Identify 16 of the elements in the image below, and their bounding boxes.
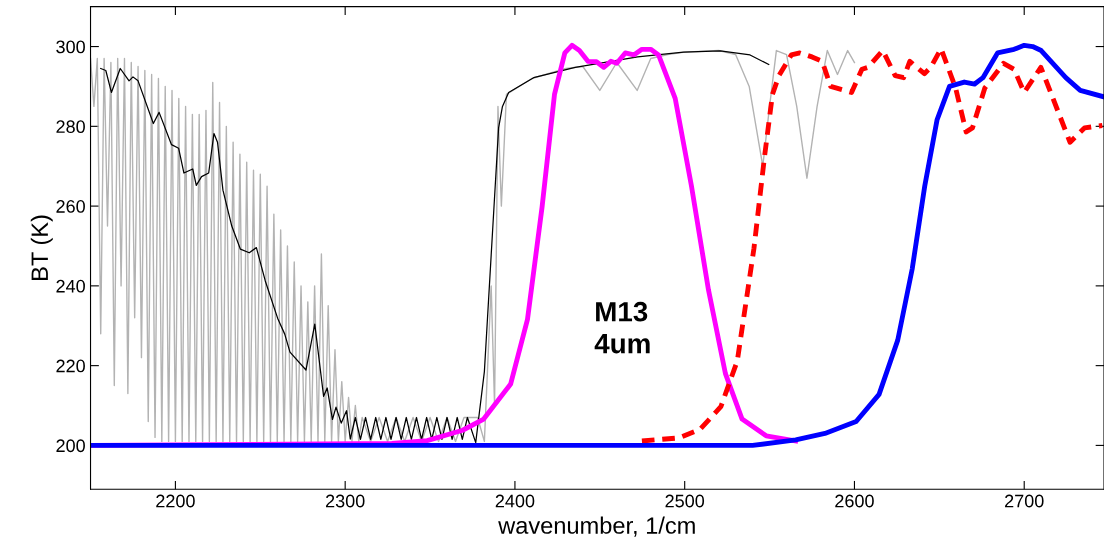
- y-tick-label: 300: [56, 40, 85, 54]
- annotation: M13 4um: [594, 301, 650, 354]
- x-tick-label: 2500: [665, 494, 705, 508]
- x-tick-label: 2400: [495, 494, 535, 508]
- x-tick-label: 2300: [326, 494, 365, 508]
- y-tick-label: 200: [56, 439, 85, 453]
- y-tick-label: 260: [56, 200, 85, 213]
- y-tick-label: 220: [56, 359, 85, 373]
- x-tick-label: 2700: [1005, 494, 1044, 508]
- x-tick-label: 2600: [835, 494, 874, 508]
- y-tick-label: 240: [56, 279, 85, 293]
- y-axis-title: BT (K): [30, 215, 53, 280]
- x-axis-title: wavenumber, 1/cm: [498, 516, 695, 537]
- y-tick-label: 280: [56, 120, 85, 134]
- x-tick-label: 2200: [156, 494, 195, 508]
- line-series: [90, 42, 1104, 448]
